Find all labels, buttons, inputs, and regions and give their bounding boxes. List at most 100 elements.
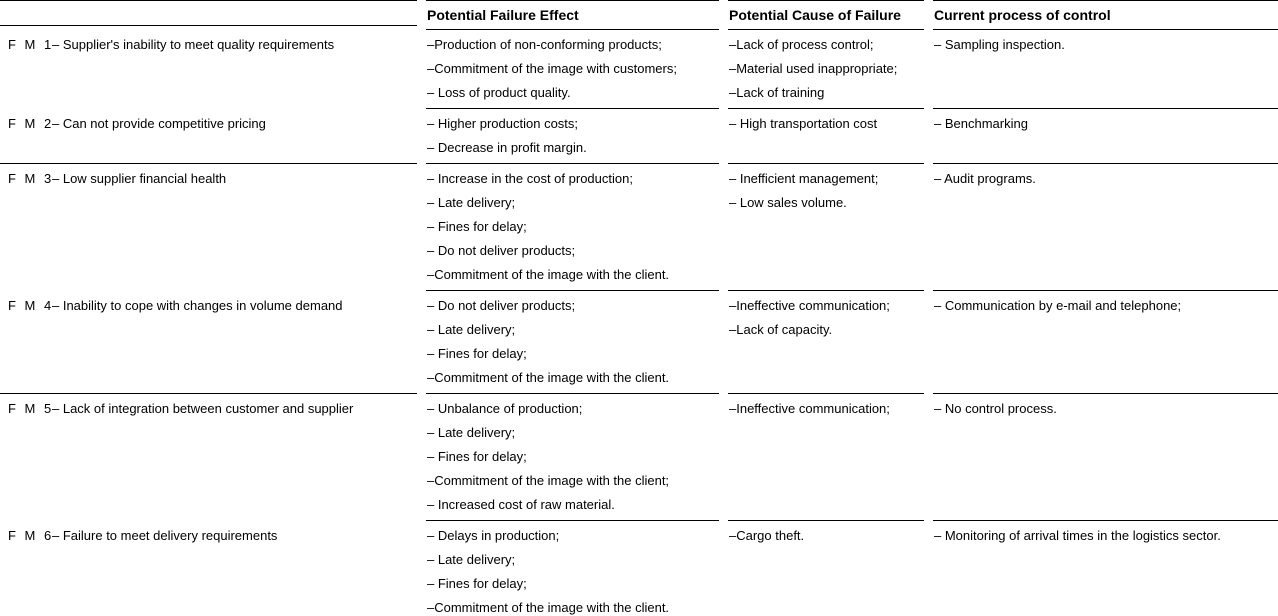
failure-cause-cell: –Cargo theft. <box>728 521 924 616</box>
table-row: F M 5– Lack of integration between custo… <box>0 394 1278 521</box>
effect-item: – Late delivery; <box>427 425 516 440</box>
header-current-process-of-control: Current process of control <box>933 0 1278 30</box>
effect-item: – Higher production costs; <box>427 116 579 131</box>
effect-item: – Fines for delay; <box>427 346 527 361</box>
cause-item: –Lack of training <box>729 85 825 100</box>
header-row: Potential Failure Effect Potential Cause… <box>0 0 1278 30</box>
failure-effect-cell: – Higher production costs; – Decrease in … <box>426 109 719 164</box>
table-row: F M 1– Supplier's inability to meet qual… <box>0 30 1278 109</box>
fm-id-label: F M 5 <box>8 401 52 416</box>
column-gap <box>924 30 933 109</box>
fm-id-cell: F M 6 <box>0 521 52 616</box>
effect-item: – Increased cost of raw material. <box>427 497 615 512</box>
failure-mode-cell: – Low supplier financial health <box>50 164 417 291</box>
column-gap <box>719 109 728 164</box>
failure-mode-cell: – Lack of integration between customer a… <box>50 394 417 521</box>
fm-id-cell: F M 1 <box>0 30 52 109</box>
effect-item: – Unbalance of production; <box>427 401 583 416</box>
failure-mode-cell: – Supplier's inability to meet quality r… <box>50 30 417 109</box>
cause-item: –Lack of process control; <box>729 37 874 52</box>
column-gap <box>417 164 426 291</box>
column-gap <box>719 521 728 616</box>
process-control-cell: – Communication by e-mail and telephone; <box>933 291 1278 394</box>
effect-item: – Late delivery; <box>427 195 516 210</box>
table-row: F M 2– Can not provide competitive prici… <box>0 109 1278 164</box>
control-item: – Benchmarking <box>934 116 1028 131</box>
effect-item: – Late delivery; <box>427 552 516 567</box>
fm-id-label: F M 4 <box>8 298 52 313</box>
control-item: – Sampling inspection. <box>934 37 1065 52</box>
cause-item: – High transportation cost <box>729 116 878 131</box>
failure-mode-cell: – Can not provide competitive pricing <box>50 109 417 164</box>
fm-id-cell: F M 2 <box>0 109 52 164</box>
effect-item: – Fines for delay; <box>427 576 527 591</box>
column-gap <box>719 0 728 30</box>
failure-mode-text: – Can not provide competitive pricing <box>52 116 266 131</box>
failure-mode-text: – Lack of integration between customer a… <box>52 401 354 416</box>
effect-item: –Production of non-conforming products; <box>427 37 662 52</box>
cause-item: –Ineffective communication; <box>729 298 890 313</box>
column-gap <box>417 521 426 616</box>
effect-item: –Commitment of the image with the client… <box>427 600 670 615</box>
column-gap <box>417 109 426 164</box>
header-potential-cause-of-failure: Potential Cause of Failure <box>728 0 924 30</box>
control-item: – Audit programs. <box>934 171 1036 186</box>
cause-item: –Ineffective communication; <box>729 401 890 416</box>
process-control-cell: – Monitoring of arrival times in the log… <box>933 521 1278 616</box>
effect-item: – Do not deliver products; <box>427 243 576 258</box>
failure-mode-cell: – Failure to meet delivery requirements <box>50 521 417 616</box>
effect-item: –Commitment of the image with customers; <box>427 61 677 76</box>
failure-cause-cell: – High transportation cost <box>728 109 924 164</box>
cause-item: – Low sales volume. <box>729 195 847 210</box>
column-gap <box>924 109 933 164</box>
effect-item: – Fines for delay; <box>427 449 527 464</box>
effect-item: – Late delivery; <box>427 322 516 337</box>
cause-item: –Material used inappropriate; <box>729 61 898 76</box>
control-item: – No control process. <box>934 401 1057 416</box>
fm-id-cell: F M 3 <box>0 164 51 291</box>
column-gap <box>417 394 426 521</box>
column-gap <box>417 0 426 30</box>
column-gap <box>417 291 426 394</box>
column-gap <box>924 291 933 394</box>
column-gap <box>924 521 933 616</box>
failure-cause-cell: –Ineffective communication; –Lack of capa… <box>728 291 924 394</box>
failure-effect-cell: – Do not deliver products; – Late deliver… <box>426 291 719 394</box>
cause-item: –Lack of capacity. <box>729 322 833 337</box>
failure-effect-cell: – Increase in the cost of production; – L… <box>426 164 719 291</box>
effect-item: – Increase in the cost of production; <box>427 171 633 186</box>
fm-id-label: F M 2 <box>8 116 52 131</box>
column-gap <box>719 291 728 394</box>
column-gap <box>924 164 933 291</box>
effect-item: – Loss of product quality. <box>427 85 571 100</box>
effect-item: – Decrease in profit margin. <box>427 140 587 155</box>
header-potential-failure-effect: Potential Failure Effect <box>426 0 719 30</box>
failure-cause-cell: – Inefficient management; – Low sales vol… <box>728 164 924 291</box>
effect-item: –Commitment of the image with the client… <box>427 267 670 282</box>
column-gap <box>719 394 728 521</box>
cause-item: –Cargo theft. <box>729 528 805 543</box>
table-row: F M 3– Low supplier financial health – In… <box>0 164 1278 291</box>
process-control-cell: – Sampling inspection. <box>933 30 1278 109</box>
header-id-cell <box>0 0 50 30</box>
fm-id-cell: F M 4 <box>0 291 52 394</box>
failure-mode-text: – Supplier's inability to meet quality r… <box>52 37 335 52</box>
column-gap <box>719 164 728 291</box>
column-gap <box>924 0 933 30</box>
failure-mode-text: – Low supplier financial health <box>52 171 227 186</box>
column-gap <box>924 394 933 521</box>
control-item: – Communication by e-mail and telephone; <box>934 298 1182 313</box>
fm-id-label: F M 1 <box>8 37 52 52</box>
column-gap <box>417 30 426 109</box>
process-control-cell: – No control process. <box>933 394 1278 521</box>
column-gap <box>719 30 728 109</box>
effect-item: – Do not deliver products; <box>427 298 576 313</box>
failure-cause-cell: –Lack of process control; –Material used … <box>728 30 924 109</box>
cause-item: – Inefficient management; <box>729 171 879 186</box>
effect-item: –Commitment of the image with the client… <box>427 370 670 385</box>
failure-effect-cell: – Delays in production; – Late delivery; –… <box>426 521 719 616</box>
effect-item: – Delays in production; <box>427 528 560 543</box>
fm-id-label: F M 6 <box>8 528 52 543</box>
